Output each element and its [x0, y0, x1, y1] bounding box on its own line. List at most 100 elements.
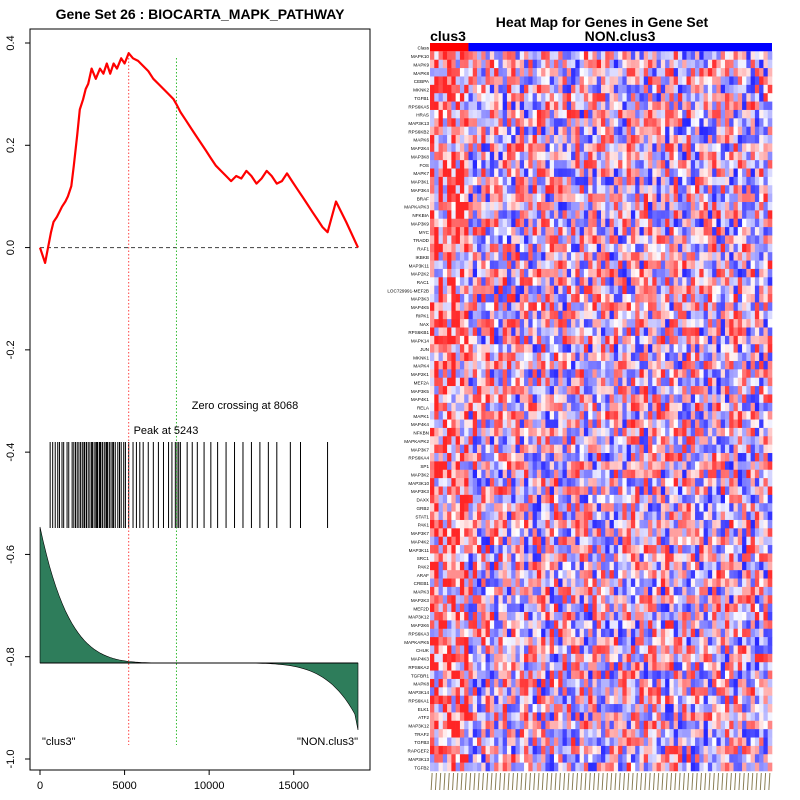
heatmap-cell: [451, 193, 456, 203]
heatmap-cell: [690, 210, 696, 220]
heatmap-cell: [643, 469, 649, 479]
heatmap-cell: [553, 344, 559, 353]
heatmap-cell: [622, 494, 627, 504]
heatmap-cell: [686, 84, 692, 94]
heatmap-cell: [489, 536, 495, 546]
heatmap-cell: [549, 252, 555, 261]
heatmap-cell: [626, 302, 632, 312]
heatmap-cell: [690, 143, 696, 153]
heatmap-cell: [695, 394, 700, 404]
heatmap-cell: [588, 201, 593, 211]
heatmap-cell: [575, 201, 580, 211]
heatmap-cell: [601, 310, 606, 320]
heatmap-cell: [759, 469, 764, 479]
heatmap-cell: [682, 227, 687, 236]
heatmap-cell: [677, 360, 683, 370]
heatmap-cell: [618, 294, 623, 303]
heatmap-cell: [506, 402, 512, 412]
heatmap-cell: [596, 93, 602, 102]
heatmap-cell: [660, 101, 666, 111]
heatmap-cell: [695, 68, 700, 77]
heatmap-cell: [575, 427, 580, 437]
heatmap-cell: [455, 461, 461, 471]
heatmap-cell: [712, 109, 717, 119]
heatmap-cell: [652, 135, 657, 144]
heatmap-cell: [643, 453, 649, 462]
heatmap-cell: [502, 511, 508, 521]
heatmap-cell: [737, 427, 743, 437]
heatmap-cell: [571, 252, 576, 261]
heatmap-cell: [720, 243, 726, 253]
heatmap-cell: [648, 344, 653, 353]
heatmap-cell: [690, 101, 696, 111]
heatmap-cell: [575, 536, 580, 546]
heatmap-cell: [528, 235, 533, 245]
heatmap-cell: [677, 302, 683, 312]
heatmap-cell: [707, 427, 713, 437]
heatmap-cell: [737, 327, 743, 337]
heatmap-cell: [622, 76, 627, 86]
heatmap-cell: [442, 201, 448, 211]
heatmap-cell: [549, 411, 555, 420]
group-label-non-clus3: NON.clus3: [585, 28, 656, 44]
heatmap-cell: [703, 218, 709, 228]
heatmap-cell: [622, 310, 627, 320]
heatmap-cell: [712, 126, 717, 136]
heatmap-cell: [489, 294, 495, 303]
heatmap-cell: [733, 369, 739, 379]
heatmap-cell: [759, 294, 764, 303]
heatmap-cell: [592, 160, 598, 169]
heatmap-cell: [596, 193, 602, 203]
heatmap-cell: [575, 402, 580, 412]
heatmap-cell: [665, 59, 670, 69]
heatmap-cell: [746, 486, 751, 496]
heatmap-cell: [613, 352, 619, 362]
heatmap-cell: [754, 126, 760, 136]
heatmap-cell: [532, 519, 538, 529]
heatmap-cell: [720, 227, 726, 236]
heatmap-cell: [541, 478, 546, 487]
heatmap-cell: [472, 59, 478, 69]
heatmap-cell: [477, 411, 482, 420]
heatmap-cell: [464, 210, 469, 220]
heatmap-cell: [468, 176, 474, 186]
heatmap-cell: [665, 51, 670, 61]
heatmap-cell: [430, 227, 435, 236]
heatmap-cell: [430, 126, 435, 136]
heatmap-cell: [759, 360, 764, 370]
heatmap-cell: [742, 143, 747, 153]
heatmap-cell: [592, 427, 598, 437]
heatmap-cell: [733, 160, 739, 169]
heatmap-cell: [630, 478, 636, 487]
heatmap-cell: [477, 193, 482, 203]
heatmap-cell: [545, 352, 550, 362]
heatmap-cell: [652, 143, 657, 153]
heatmap-cell: [656, 486, 662, 496]
heatmap-cell: [609, 553, 615, 563]
heatmap-cell: [643, 210, 649, 220]
heatmap-cell: [673, 419, 679, 429]
heatmap-cell: [750, 386, 756, 395]
heatmap-cell: [690, 268, 696, 278]
heatmap-cell: [635, 427, 640, 437]
heatmap-cell: [724, 143, 730, 153]
heatmap-cell: [677, 444, 683, 454]
heatmap-cell: [643, 118, 649, 127]
heatmap-cell: [720, 369, 726, 379]
heatmap-cell: [643, 93, 649, 102]
heatmap-cell: [767, 260, 773, 270]
heatmap-cell: [459, 545, 465, 554]
heatmap-cell: [707, 51, 713, 61]
heatmap-cell: [558, 135, 563, 144]
heatmap-cell: [703, 51, 709, 61]
heatmap-cell: [549, 461, 555, 471]
heatmap-cell: [468, 210, 474, 220]
heatmap-cell: [712, 344, 717, 353]
heatmap-cell: [588, 84, 593, 94]
heatmap-cell: [724, 528, 730, 537]
heatmap-cell: [686, 160, 692, 169]
heatmap-cell: [579, 436, 585, 445]
heatmap-cell: [750, 319, 756, 328]
heatmap-cell: [639, 419, 645, 429]
heatmap-cell: [459, 377, 465, 387]
